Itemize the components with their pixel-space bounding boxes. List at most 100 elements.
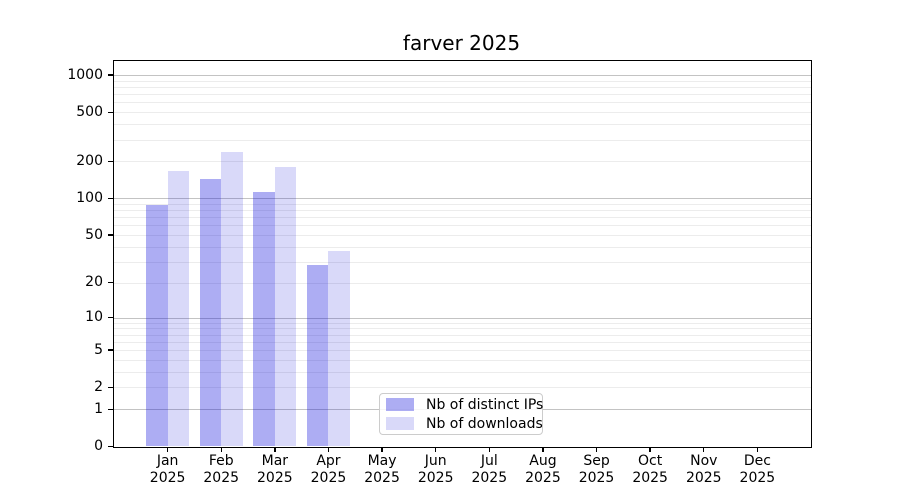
gridline-minor xyxy=(114,210,811,212)
gridline-minor xyxy=(114,328,811,330)
gridline-minor xyxy=(114,359,811,361)
legend-item-downloads: Nb of downloads xyxy=(386,416,543,432)
gridline-minor xyxy=(114,246,811,248)
x-tick-month: Apr xyxy=(316,452,341,469)
legend: Nb of distinct IPs Nb of downloads xyxy=(379,393,543,435)
legend-item-distinct-ips: Nb of distinct IPs xyxy=(386,397,543,413)
gridline-minor xyxy=(114,87,811,89)
x-tick-label: Jun 2025 xyxy=(408,453,464,488)
y-tick-label: 2 xyxy=(94,378,103,395)
y-tick-mark xyxy=(108,234,113,236)
x-tick-month: Jan xyxy=(156,452,179,469)
x-tick-month: Jul xyxy=(480,452,498,469)
x-tick-mark xyxy=(488,446,490,452)
gridline-minor xyxy=(114,235,811,237)
x-tick-month: Sep xyxy=(583,452,610,469)
gridline-minor xyxy=(114,225,811,227)
x-tick-year: 2025 xyxy=(149,470,186,486)
bar-downloads xyxy=(274,167,297,447)
y-tick-mark xyxy=(108,282,113,284)
y-tick-label: 1000 xyxy=(67,66,103,83)
gridline-minor xyxy=(114,322,811,324)
x-tick-mark xyxy=(703,446,705,452)
y-tick-label: 1 xyxy=(94,400,103,417)
x-tick-month: Jun xyxy=(424,452,447,469)
x-tick-month: Oct xyxy=(638,452,663,469)
bar-downloads xyxy=(167,171,189,447)
y-tick-mark xyxy=(108,197,113,200)
x-tick-label: Sep 2025 xyxy=(569,453,625,488)
gridline-minor xyxy=(114,139,811,141)
y-tick-label: 10 xyxy=(85,309,103,326)
y-tick-mark xyxy=(108,316,113,319)
x-tick-label: Jan 2025 xyxy=(140,453,196,488)
y-tick-mark xyxy=(108,386,113,389)
y-tick-mark xyxy=(108,349,113,351)
x-tick-year: 2025 xyxy=(632,470,668,486)
gridline-minor xyxy=(114,124,811,126)
y-tick-mark xyxy=(108,160,113,163)
plot-area: 0 1 2 5 10 20 50 100 200 500 1000 Jan 2025 Feb 2025 Mar… xyxy=(67,60,812,486)
gridline-minor xyxy=(114,350,811,352)
y-tick-mark xyxy=(108,111,113,113)
gridline-major xyxy=(114,75,811,77)
y-tick-label: 20 xyxy=(85,274,103,291)
gridline-minor xyxy=(114,94,811,96)
x-tick-label: Aug 2025 xyxy=(515,453,571,488)
x-tick-month: Aug xyxy=(529,452,557,469)
gridline-minor xyxy=(114,217,811,219)
x-tick-month: May xyxy=(367,452,397,469)
x-tick-mark xyxy=(166,446,169,452)
y-tick-label: 5 xyxy=(94,341,103,358)
x-tick-year: 2025 xyxy=(525,470,561,486)
x-tick-year: 2025 xyxy=(417,470,454,486)
x-tick-mark xyxy=(756,446,759,452)
gridline-minor xyxy=(114,112,811,114)
x-tick-mark xyxy=(542,446,544,452)
x-tick-label: May 2025 xyxy=(354,453,410,488)
chart-title: farver 2025 xyxy=(402,31,521,55)
x-tick-label: Dec 2025 xyxy=(729,453,785,488)
x-tick-mark xyxy=(595,446,598,452)
gridline-minor xyxy=(114,341,811,343)
x-tick-year: 2025 xyxy=(578,470,615,486)
x-tick-label: Jul 2025 xyxy=(461,453,517,488)
x-tick-label: Nov 2025 xyxy=(676,453,732,488)
gridline-minor xyxy=(114,80,811,82)
gridline-minor xyxy=(114,387,811,389)
x-tick-year: 2025 xyxy=(257,470,293,486)
x-tick-label: Feb 2025 xyxy=(193,453,249,488)
gridline-minor xyxy=(114,371,811,373)
y-tick-label: 100 xyxy=(76,189,103,206)
x-tick-mark xyxy=(434,446,437,452)
x-tick-year: 2025 xyxy=(364,470,400,486)
x-tick-month: Nov xyxy=(690,452,718,469)
x-tick-year: 2025 xyxy=(310,470,347,486)
gridline-minor xyxy=(114,334,811,336)
gridline-minor xyxy=(114,282,811,284)
x-tick-year: 2025 xyxy=(739,470,776,486)
x-tick-month: Feb xyxy=(208,452,234,469)
gridline-major xyxy=(114,198,811,200)
y-tick-mark xyxy=(108,445,113,448)
x-tick-year: 2025 xyxy=(685,470,722,486)
legend-label-downloads: Nb of downloads xyxy=(426,415,543,432)
bar-distinct-ips xyxy=(146,204,168,447)
x-tick-mark xyxy=(327,446,330,452)
y-tick-label: 200 xyxy=(76,152,103,169)
bar-downloads xyxy=(328,250,350,447)
x-tick-mark xyxy=(274,446,276,452)
bar-distinct-ips xyxy=(307,265,329,447)
gridline-major xyxy=(114,317,811,319)
bar-downloads xyxy=(221,152,243,447)
y-tick-label: 0 xyxy=(94,438,103,454)
gridline-minor xyxy=(114,203,811,205)
y-tick-mark xyxy=(108,408,113,410)
gridline-minor xyxy=(114,261,811,263)
legend-swatch-downloads xyxy=(386,417,414,430)
x-tick-month: Mar xyxy=(261,452,289,469)
x-tick-mark xyxy=(220,446,222,452)
bar-distinct-ips xyxy=(199,178,222,447)
gridline-minor xyxy=(114,102,811,104)
